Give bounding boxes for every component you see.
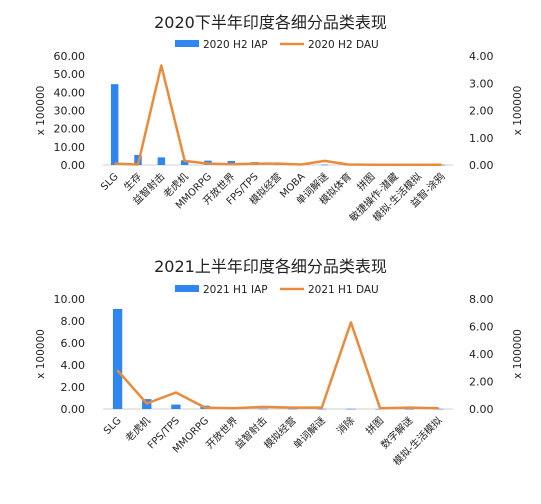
chart-2-y2-tick-label: 8.00	[469, 293, 494, 306]
chart-1-y-tick-label: 10.00	[54, 141, 86, 154]
chart-2-x-tick-label: SLG	[102, 415, 124, 437]
chart-1-y2-tick-label: 1.00	[469, 132, 494, 145]
chart-1-y2-axis-label: x 100000	[512, 86, 524, 136]
chart-2-legend-line-label: 2021 H1 DAU	[308, 284, 379, 296]
chart-2-dau-line	[116, 321, 439, 410]
chart-1-dau-line	[114, 64, 442, 166]
chart-1-y2-tick-label: 2.00	[469, 105, 494, 118]
chart-1-dau-point	[253, 162, 256, 165]
chart-2-x-tick-label: 老虎机	[122, 414, 152, 444]
chart-2-bar	[433, 408, 444, 410]
chart-2-dau-point	[204, 406, 206, 409]
chart-2-dau-point	[320, 406, 323, 409]
chart-2-title: 2021上半年印度各细分品类表现	[154, 257, 387, 276]
chart-2-y-tick-label: 10.00	[54, 293, 86, 306]
chart-1-dau-point	[417, 163, 419, 166]
chart-1-dau-point	[440, 163, 443, 166]
chart-1-x-tick-label: SLG	[99, 171, 121, 193]
chart-1-bar	[180, 160, 189, 165]
chart-1-dau-point	[300, 163, 303, 166]
chart-1-dau-point	[183, 160, 186, 162]
chart-1-y2-tick-label: 3.00	[469, 77, 494, 90]
chart-1-dau-point	[347, 163, 349, 166]
chart-1-y-tick-label: 30.00	[54, 105, 86, 118]
chart-2-dau-point	[379, 407, 381, 410]
chart-1-dau-point	[323, 160, 326, 162]
chart-2-y-tick-label: 6.00	[61, 337, 86, 350]
chart-1-y-tick-label: 40.00	[54, 86, 86, 99]
chart-2-y2-tick-label: 4.00	[469, 348, 494, 361]
chart-1-y2-tick-label: 4.00	[469, 50, 494, 63]
chart-2-dau-point	[175, 391, 177, 394]
chart-2-y2-tick-label: 0.00	[469, 403, 494, 416]
chart-2-dau-point	[116, 369, 119, 372]
chart-1-y-tick-label: 0.00	[61, 159, 86, 172]
chart-1-bar	[320, 164, 329, 166]
chart-1-dau-point	[370, 163, 373, 166]
chart-2-y-tick-label: 2.00	[61, 381, 86, 394]
chart-2-bar	[258, 408, 269, 410]
chart-1-dau-point	[277, 162, 279, 165]
chart-2-y-tick-label: 8.00	[61, 315, 86, 328]
chart-2-dau-point	[408, 406, 411, 409]
chart-1-dau-point	[137, 163, 139, 166]
chart-2-y2-tick-label: 6.00	[469, 321, 494, 334]
chart-2-bar	[404, 408, 414, 410]
chart-2-x-tick-label: 消除	[334, 414, 357, 437]
chart-1-dau-point	[160, 64, 163, 67]
chart-1-legend-bar-label: 2020 H2 IAP	[203, 39, 268, 51]
chart-2-x-tick-label: 拼图	[363, 414, 386, 437]
chart-1-y-tick-label: 60.00	[54, 50, 86, 63]
chart-2-x-tick-label: 单词解谜	[290, 414, 327, 451]
chart-1-dau-point	[230, 163, 233, 165]
chart-1-dau-point	[393, 163, 396, 166]
chart-2-dau-point	[262, 406, 265, 408]
chart-1-y-tick-label: 20.00	[54, 123, 86, 136]
chart-2-y-axis-label: x 100000	[35, 329, 47, 379]
chart-2-x-tick-label: 模拟-生活模拟	[390, 414, 444, 468]
chart-1-bar	[110, 84, 119, 165]
chart-1-y-tick-label: 50.00	[54, 68, 86, 81]
chart-2-bar	[287, 408, 298, 410]
chart-1-bar	[157, 157, 166, 165]
chart-2-y2-axis-label: x 100000	[512, 329, 524, 379]
chart-1-dau-point	[207, 162, 209, 165]
chart-1-legend-line-label: 2020 H2 DAU	[308, 39, 379, 51]
chart-2-dau-point	[145, 402, 148, 405]
chart-2-bar	[317, 408, 327, 410]
chart-1-title: 2020下半年印度各细分品类表现	[154, 13, 387, 32]
chart-2-y-tick-label: 0.00	[61, 403, 86, 416]
chart-2-bar	[112, 308, 123, 409]
chart-2-y-tick-label: 4.00	[61, 359, 86, 372]
chart-1-y-axis-label: x 100000	[35, 86, 47, 136]
chart-2-dau-point	[437, 407, 440, 410]
chart-2-y2-tick-label: 2.00	[469, 376, 494, 389]
chart-1-y2-tick-label: 0.00	[469, 159, 494, 172]
chart-2-dau-point	[291, 406, 294, 409]
chart-1-dau-point	[113, 162, 116, 165]
chart-2-legend-bar-label: 2021 H1 IAP	[203, 284, 268, 296]
chart-2-dau-point	[350, 321, 352, 324]
chart-2-dau-point	[233, 407, 236, 410]
chart-1-legend-bar-swatch	[175, 40, 199, 47]
chart-2-bar	[171, 404, 181, 409]
chart-2-legend-bar-swatch	[175, 285, 199, 292]
chart-2-bar	[346, 408, 356, 410]
